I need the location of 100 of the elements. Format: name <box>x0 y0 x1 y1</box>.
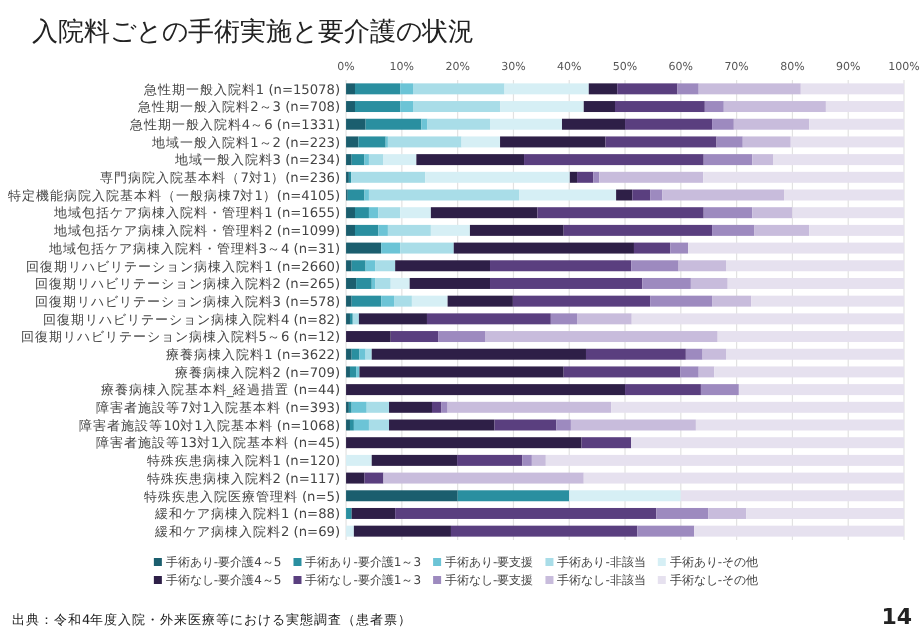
bar <box>400 83 414 95</box>
bar <box>556 419 571 431</box>
bar <box>427 118 491 130</box>
bar <box>346 207 355 219</box>
bar <box>726 260 904 272</box>
bar <box>588 83 618 95</box>
bar <box>346 136 359 148</box>
bar <box>809 118 904 130</box>
bar <box>642 277 691 289</box>
bar <box>717 331 904 343</box>
bar <box>599 171 704 183</box>
bar <box>712 295 752 307</box>
bar <box>656 507 709 519</box>
bar <box>625 118 713 130</box>
bar <box>792 207 904 219</box>
bar <box>524 154 704 166</box>
bar <box>703 171 904 183</box>
bar <box>438 331 486 343</box>
bar <box>354 83 401 95</box>
bar <box>746 507 904 519</box>
bar <box>346 277 357 289</box>
bar <box>351 348 360 360</box>
bar <box>354 224 379 236</box>
bar <box>346 101 355 113</box>
bar <box>611 401 904 413</box>
bar <box>375 260 396 272</box>
bar <box>394 295 412 307</box>
bar <box>354 101 401 113</box>
bar <box>637 525 695 537</box>
bar <box>469 224 564 236</box>
bar <box>351 154 365 166</box>
bar <box>690 277 728 289</box>
bar <box>800 83 904 95</box>
bar <box>632 189 651 201</box>
bar <box>825 101 904 113</box>
bar <box>712 118 734 130</box>
bar <box>346 348 352 360</box>
bar <box>631 313 904 325</box>
bar <box>723 101 826 113</box>
bar <box>694 525 904 537</box>
bar <box>700 384 739 396</box>
bar <box>413 83 505 95</box>
bar <box>581 437 632 449</box>
bar <box>346 384 626 396</box>
bar <box>351 295 382 307</box>
bar <box>371 348 586 360</box>
bar <box>383 154 417 166</box>
bar <box>490 118 562 130</box>
bar <box>550 313 578 325</box>
bar <box>577 313 632 325</box>
bar <box>359 366 564 378</box>
text: 14 <box>881 604 913 630</box>
bar <box>569 490 681 502</box>
bar <box>395 507 657 519</box>
bar <box>441 401 448 413</box>
bar <box>537 207 704 219</box>
bar <box>430 224 470 236</box>
bar <box>351 171 426 183</box>
bar <box>727 277 904 289</box>
bar <box>346 331 391 343</box>
bar <box>490 260 632 272</box>
bar <box>371 454 458 466</box>
bar <box>704 101 724 113</box>
bar <box>359 348 366 360</box>
bar <box>346 472 365 484</box>
bar <box>453 242 634 254</box>
bar <box>500 101 584 113</box>
bar <box>742 136 791 148</box>
bar <box>349 366 357 378</box>
bar <box>698 366 715 378</box>
bar <box>563 366 681 378</box>
bar <box>346 437 582 449</box>
bar <box>389 401 432 413</box>
bar <box>400 207 431 219</box>
bar <box>383 472 584 484</box>
bar <box>583 101 615 113</box>
bar <box>346 260 352 272</box>
bar <box>346 224 355 236</box>
bar <box>773 154 904 166</box>
bar <box>346 118 366 130</box>
bar <box>680 366 699 378</box>
bar <box>346 507 352 519</box>
bar <box>368 189 520 201</box>
bar <box>790 136 904 148</box>
bar <box>351 401 367 413</box>
bar <box>421 118 428 130</box>
bar <box>457 454 523 466</box>
bar <box>457 490 570 502</box>
bar <box>447 295 513 307</box>
bar <box>375 277 391 289</box>
bar <box>570 419 696 431</box>
bar <box>351 507 396 519</box>
bar <box>754 224 810 236</box>
bar <box>368 207 379 219</box>
bar <box>366 401 390 413</box>
bar <box>365 348 372 360</box>
bar <box>389 419 495 431</box>
bar <box>680 490 904 502</box>
bar <box>504 83 589 95</box>
bar <box>387 136 462 148</box>
